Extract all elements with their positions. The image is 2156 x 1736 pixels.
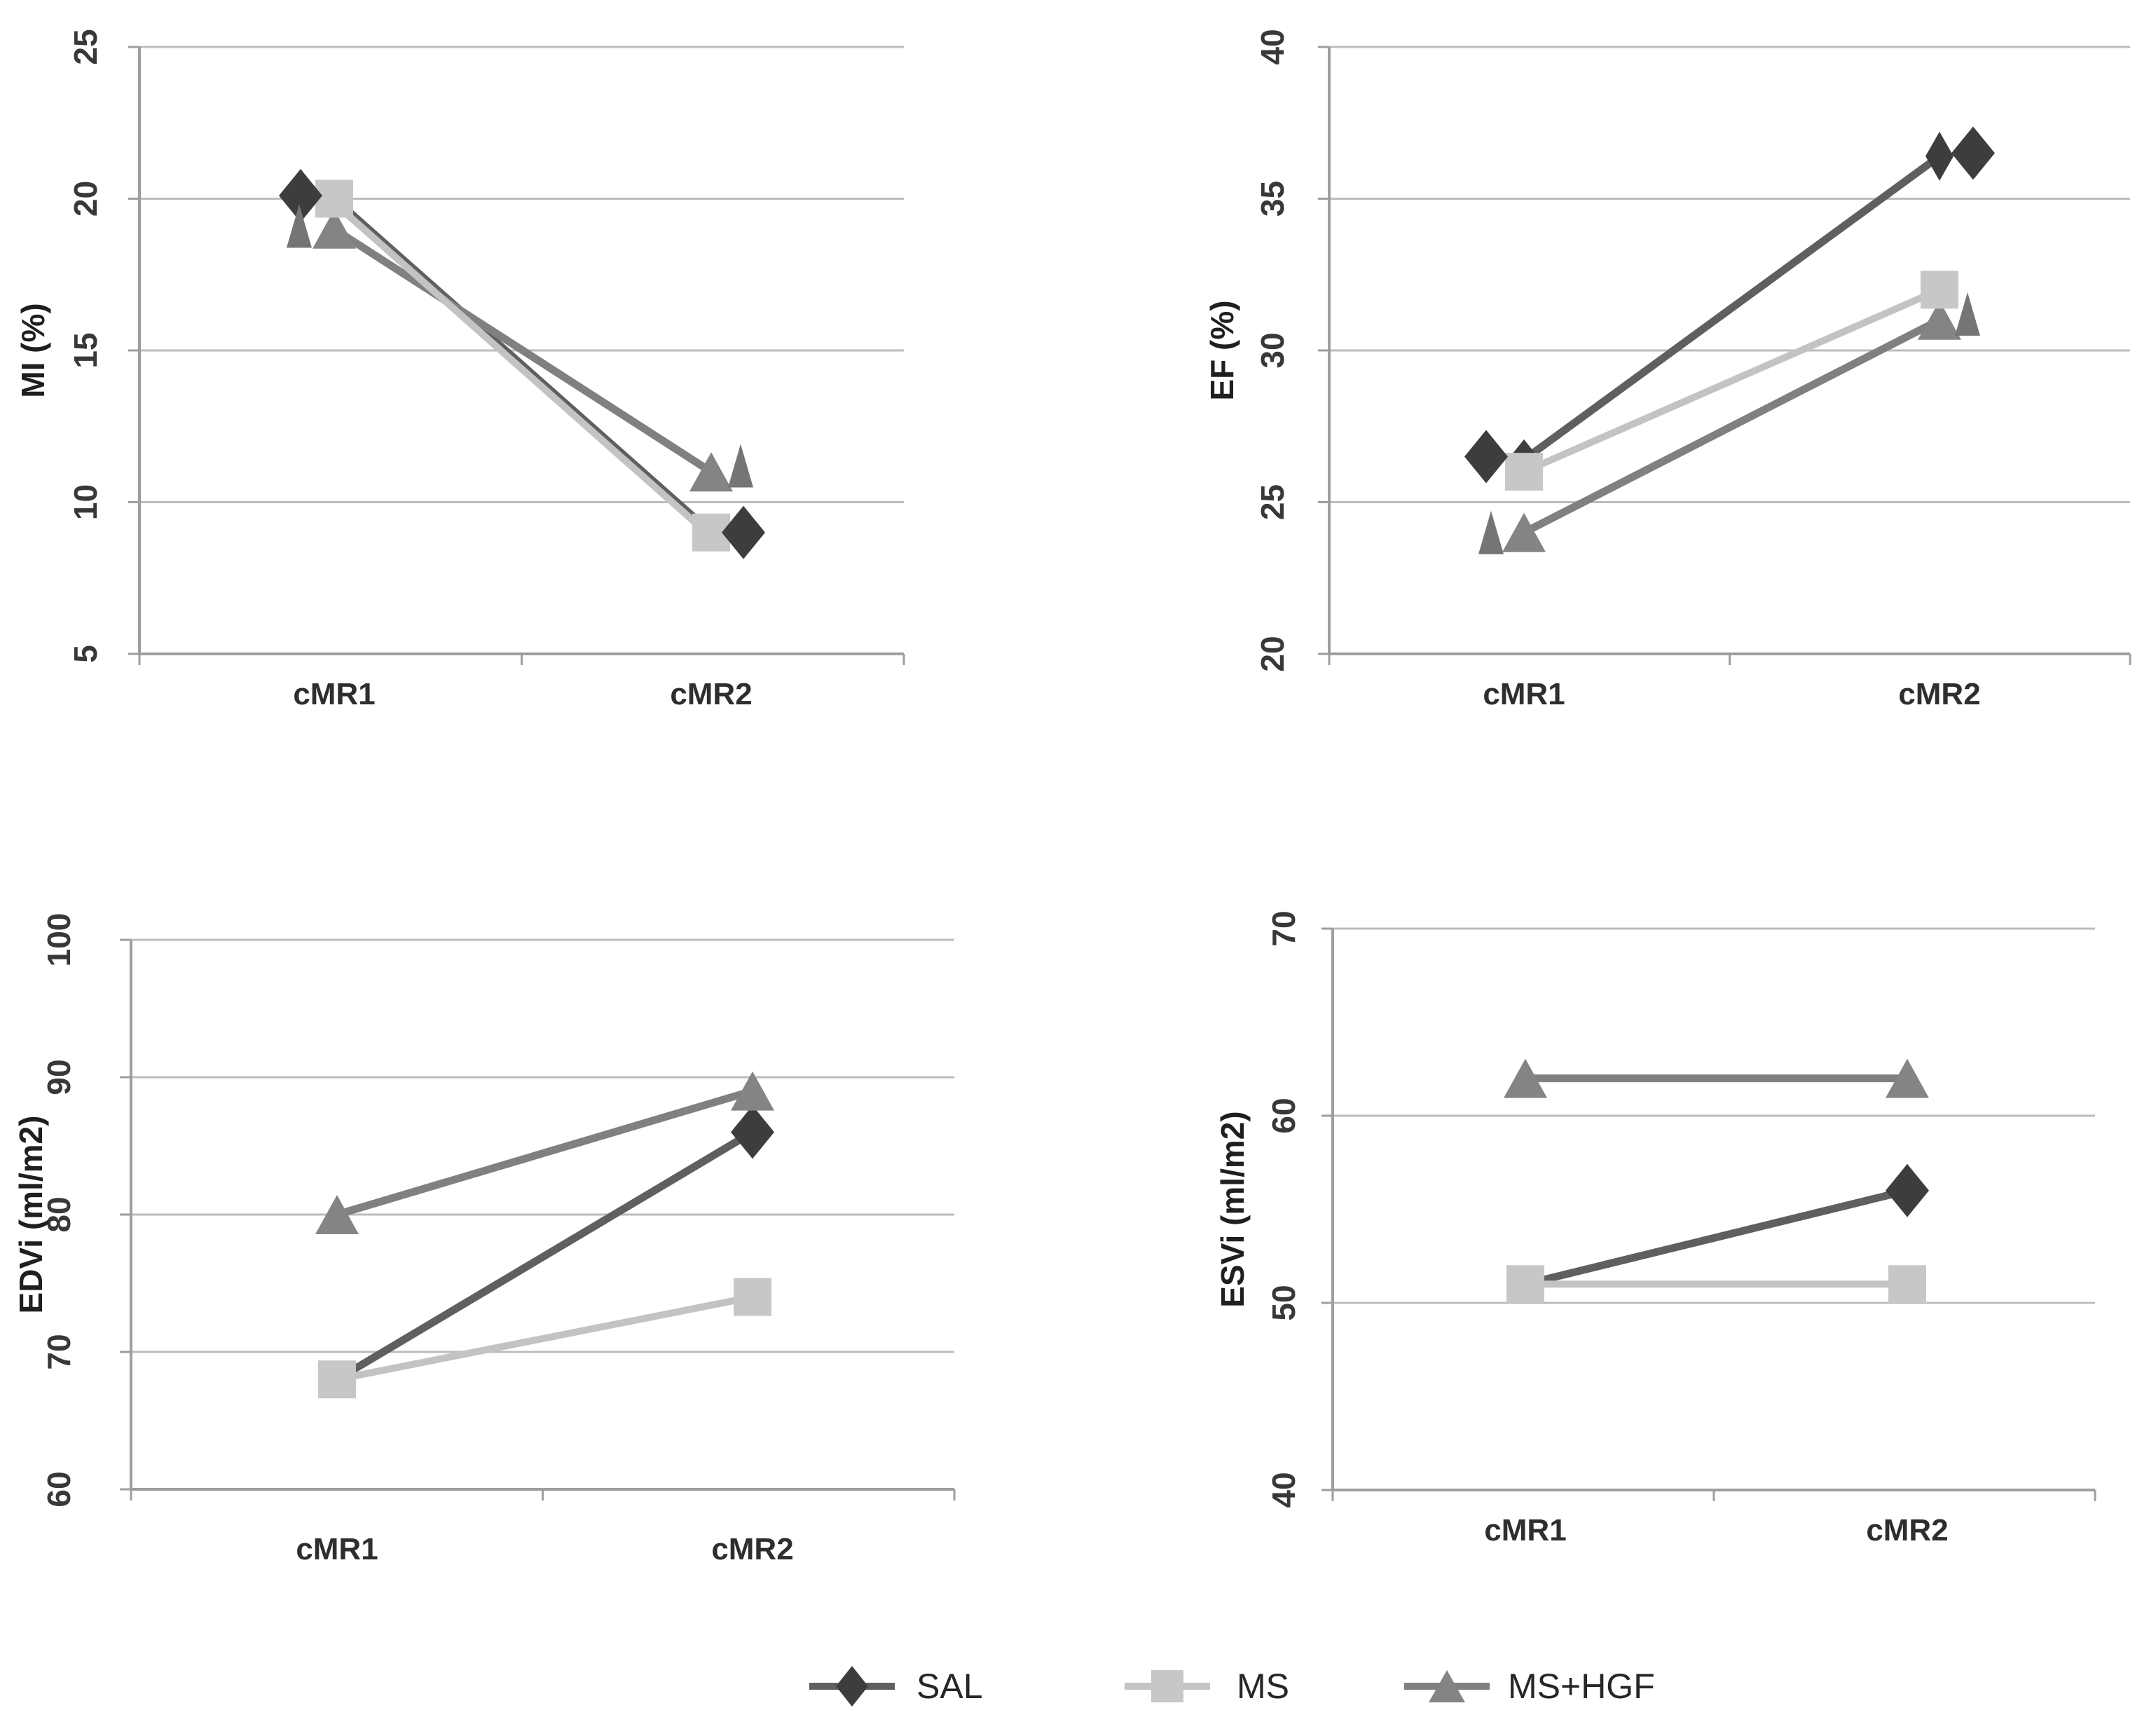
marker-square-ms: [1921, 271, 1958, 309]
marker-square-ms: [1888, 1265, 1926, 1304]
extra-marker-narrow-triangle-ms-hgf: [1478, 510, 1504, 554]
series-line-ms: [1522, 286, 1942, 475]
series-line-sal: [335, 1128, 755, 1383]
y-tick-label: 80: [41, 1196, 77, 1232]
extra-marker-diamond-sal: [279, 169, 322, 223]
chart-svg-mi: 25 20 15 10 5 MI (%) cMR1 cMR2: [15, 29, 905, 711]
y-axis-title: MI (%): [15, 303, 51, 397]
marker-square-ms: [318, 1360, 356, 1399]
x-category-label: cMR1: [296, 1532, 378, 1566]
marker-square-ms: [315, 179, 353, 218]
series-line-ms-hgf: [1522, 316, 1942, 536]
x-category-label: cMR2: [670, 677, 752, 711]
chart-panel-ef: 40 35 30 25 20 EF (%) cMR1 cMR2: [1093, 0, 2156, 778]
marker-square-ms: [1505, 453, 1543, 491]
y-tick-label: 40: [1254, 29, 1291, 64]
series-line-ms: [331, 200, 714, 540]
extra-marker-narrow-triangle-ms-hgf: [287, 204, 312, 248]
marker-square-ms: [1506, 1265, 1544, 1304]
chart-legend: SAL MS MS+HGF: [0, 1633, 2156, 1736]
extra-marker-diamond-sal: [1951, 126, 1995, 180]
y-tick-label: 20: [1254, 636, 1291, 671]
extra-marker-diamond-sal: [722, 505, 765, 559]
x-category-label: cMR1: [1483, 677, 1565, 711]
marker-diamond-narrow-sal: [1925, 131, 1954, 181]
chart-svg-ef: 40 35 30 25 20 EF (%) cMR1 cMR2: [1204, 29, 2131, 711]
extra-marker-diamond-sal: [1464, 430, 1508, 484]
series-line-sal: [1524, 1187, 1909, 1288]
legend-svg: SAL MS MS+HGF: [809, 1666, 1655, 1707]
x-category-label: cMR2: [1866, 1513, 1948, 1547]
x-category-label: cMR1: [1484, 1513, 1566, 1547]
y-tick-label: 60: [1265, 1098, 1302, 1133]
legend-item-label: MS: [1237, 1667, 1289, 1706]
series-line-sal: [1521, 153, 1942, 463]
x-category-label: cMR1: [293, 677, 375, 711]
marker-triangle-ms-hgf: [1918, 300, 1961, 340]
chart-svg-edvi: 100 90 80 70 60 EDVi (ml/m2) cMR1 cMR2: [13, 913, 956, 1566]
y-tick-label: 25: [1254, 484, 1291, 520]
legend-item-label: MS+HGF: [1508, 1667, 1655, 1706]
y-tick-label: 90: [41, 1059, 77, 1095]
y-tick-label: 50: [1265, 1285, 1302, 1320]
marker-square-ms: [734, 1278, 771, 1316]
y-tick-label: 100: [41, 913, 77, 967]
marker-triangle-ms-hgf: [1886, 1058, 1929, 1098]
series-line-ms-hgf: [332, 226, 713, 475]
x-category-label: cMR2: [711, 1532, 793, 1566]
legend-item-label: SAL: [916, 1667, 983, 1706]
y-tick-label: 20: [67, 181, 104, 217]
y-axis-title: EF (%): [1204, 300, 1240, 400]
y-tick-label: 35: [1254, 181, 1291, 217]
marker-triangle-ms-hgf: [1502, 512, 1546, 552]
chart-panel-edvi: 100 90 80 70 60 EDVi (ml/m2) cMR1 cMR2: [0, 869, 1023, 1736]
y-tick-label: 5: [67, 645, 104, 663]
legend-square-marker: [1151, 1670, 1183, 1702]
chart-panel-esvi: 70 60 50 40 ESVi (ml/m2) cMR1 cMR2: [1093, 869, 2156, 1736]
marker-diamond-sal: [731, 1105, 774, 1159]
marker-triangle-ms-hgf: [1504, 1058, 1547, 1098]
y-tick-label: 40: [1265, 1472, 1302, 1508]
series-line-ms: [336, 1293, 753, 1383]
legend-triangle-marker: [1429, 1670, 1465, 1702]
marker-diamond-sal: [1886, 1163, 1929, 1217]
legend-diamond-marker: [836, 1666, 868, 1707]
marker-triangle-ms-hgf: [731, 1071, 774, 1111]
chart-panel-mi: 25 20 15 10 5 MI (%) cMR1 cMR2: [0, 0, 1023, 778]
y-axis-title: EDVi (ml/m2): [13, 1116, 49, 1314]
y-tick-label: 10: [67, 484, 104, 520]
chart-svg-esvi: 70 60 50 40 ESVi (ml/m2) cMR1 cMR2: [1214, 910, 2096, 1547]
y-tick-label: 15: [67, 332, 104, 368]
marker-triangle-ms-hgf: [315, 1195, 359, 1234]
marker-triangle-ms-hgf: [689, 452, 733, 492]
y-tick-label: 25: [67, 29, 104, 64]
marker-triangle-ms-hgf: [313, 209, 356, 249]
y-axis-title: ESVi (ml/m2): [1214, 1111, 1251, 1307]
y-tick-label: 70: [1265, 910, 1302, 946]
y-tick-label: 70: [41, 1334, 77, 1369]
series-line-ms-hgf: [336, 1087, 754, 1219]
y-tick-label: 60: [41, 1471, 77, 1507]
y-tick-label: 30: [1254, 332, 1291, 368]
extra-marker-narrow-triangle-ms-hgf: [1955, 292, 1980, 336]
extra-marker-narrow-triangle-ms-hgf: [728, 444, 753, 488]
x-category-label: cMR2: [1898, 677, 1980, 711]
